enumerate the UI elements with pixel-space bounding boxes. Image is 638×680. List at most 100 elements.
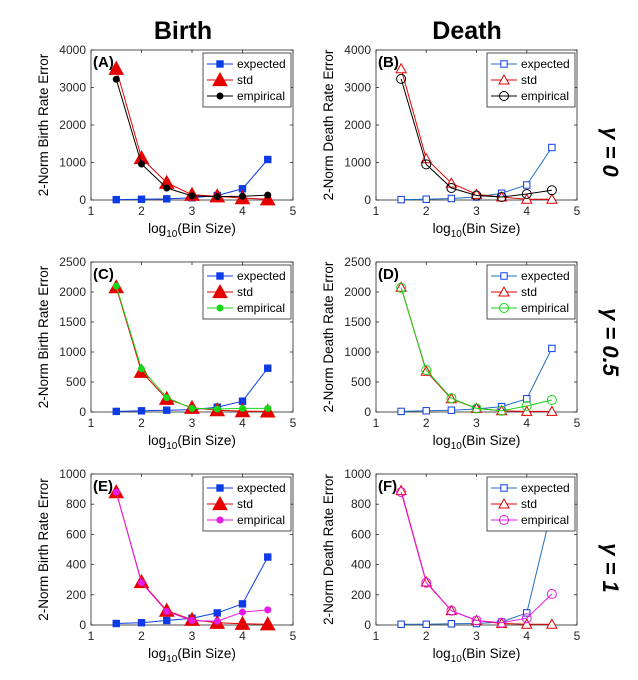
column-title-death: Death — [432, 17, 501, 45]
x-tick-label: 4 — [523, 416, 530, 430]
x-tick-label: 2 — [138, 629, 145, 643]
data-point-empirical — [521, 401, 532, 411]
data-point-empirical — [213, 193, 221, 201]
legend: expected std empirical — [202, 52, 292, 108]
data-point-empirical — [471, 190, 482, 201]
y-tick-label: 500 — [66, 375, 86, 389]
data-point-std — [546, 405, 558, 416]
y-tick-label: 200 — [351, 588, 371, 602]
legend-marker-std — [498, 285, 510, 297]
data-point-empirical — [112, 488, 120, 496]
y-tick-label: 0 — [79, 193, 86, 207]
y-tick-label: 3000 — [344, 81, 371, 95]
x-tick-label: 4 — [239, 629, 246, 643]
y-tick-label: 4000 — [59, 43, 86, 57]
data-point-expected — [447, 406, 456, 414]
legend-marker-std — [212, 283, 228, 299]
data-point-empirical — [496, 192, 507, 202]
y-tick-label: 1000 — [59, 156, 86, 170]
x-tick-label: 3 — [473, 416, 480, 430]
data-point-empirical — [112, 282, 120, 290]
row-title-gamma-0: γ = 0 — [598, 127, 623, 177]
row-title-gamma-0.5: γ = 0.5 — [598, 308, 623, 377]
x-tick-label: 4 — [239, 204, 246, 218]
data-point-expected — [137, 407, 146, 415]
y-axis-label: 2-Norm Birth Rate Error — [36, 53, 51, 196]
data-point-expected — [112, 619, 120, 628]
data-point-expected — [523, 609, 531, 617]
data-point-expected — [422, 407, 430, 415]
data-point-empirical — [213, 405, 221, 413]
x-axis-label: log10(Bin Size) — [433, 221, 521, 240]
data-point-std — [259, 616, 276, 631]
data-point-std — [234, 615, 251, 630]
data-point-empirical — [138, 579, 145, 587]
x-tick-label: 5 — [574, 629, 581, 643]
x-axis-label: log10(Bin Size) — [433, 433, 521, 452]
legend-label-expected: expected — [237, 269, 286, 283]
data-point-expected — [163, 406, 171, 414]
chart-panel-f: 1 2 3 4 5 0 200 400 600 800 1000 log10(Bin Size) 2-N… — [321, 467, 581, 665]
x-tick-label: 5 — [290, 416, 297, 430]
legend-label-expected: expected — [521, 269, 570, 283]
data-point-expected — [523, 181, 531, 189]
y-tick-label: 600 — [66, 527, 86, 541]
data-point-std — [395, 62, 407, 74]
legend-marker-empirical — [216, 304, 224, 312]
data-point-expected — [422, 195, 430, 203]
legend: expected std empirical — [486, 264, 576, 320]
data-point-empirical — [546, 185, 557, 196]
data-point-expected — [548, 143, 556, 152]
data-point-expected — [422, 620, 430, 628]
data-point-expected — [264, 364, 272, 372]
data-point-expected — [163, 195, 171, 203]
y-tick-label: 2000 — [59, 118, 86, 132]
legend-label-std: std — [521, 497, 537, 511]
legend-label-std: std — [237, 285, 253, 299]
data-point-empirical — [138, 365, 145, 373]
x-axis-label: log10(Bin Size) — [148, 433, 236, 452]
data-point-expected — [397, 195, 405, 204]
y-tick-label: 0 — [364, 618, 371, 632]
panel-label: (D) — [378, 266, 399, 283]
data-point-expected — [447, 620, 456, 628]
y-tick-label: 500 — [351, 375, 371, 389]
data-point-expected — [264, 155, 272, 164]
data-point-empirical — [264, 404, 272, 412]
data-point-expected — [163, 616, 171, 625]
y-tick-label: 2500 — [344, 255, 371, 269]
series-line-empirical — [400, 491, 553, 624]
data-point-empirical — [446, 393, 457, 404]
legend-label-empirical: empirical — [521, 89, 569, 103]
data-point-empirical — [163, 394, 171, 402]
y-tick-label: 0 — [364, 193, 371, 207]
legend-label-empirical: empirical — [521, 513, 569, 527]
data-point-std — [546, 193, 558, 204]
y-axis-label: 2-Norm Death Rate Error — [321, 474, 336, 625]
data-point-empirical — [138, 160, 145, 168]
legend-marker-std — [212, 495, 228, 511]
x-tick-label: 4 — [523, 204, 530, 218]
legend-marker-empirical — [499, 515, 509, 525]
data-point-std — [108, 60, 125, 75]
y-tick-label: 3000 — [59, 81, 86, 95]
x-tick-label: 5 — [574, 416, 581, 430]
legend: expected std empirical — [486, 476, 576, 532]
data-point-empirical — [396, 487, 407, 498]
legend-label-std: std — [521, 285, 537, 299]
legend: expected std empirical — [486, 52, 576, 108]
y-axis-label: 2-Norm Death Rate Error — [321, 261, 336, 412]
data-point-std — [395, 281, 407, 292]
x-tick-label: 2 — [423, 204, 430, 218]
chart-panel-a: 1 2 3 4 5 0 1000 2000 3000 4000 log10(Bin Size) 2-N… — [36, 43, 297, 240]
legend-label-empirical: empirical — [237, 513, 285, 527]
x-tick-label: 1 — [373, 416, 380, 430]
x-tick-label: 1 — [88, 629, 95, 643]
legend-marker-std — [212, 71, 228, 87]
data-point-expected — [238, 600, 247, 608]
x-tick-label: 2 — [423, 416, 430, 430]
legend-marker-std — [498, 73, 510, 85]
data-point-expected — [137, 619, 146, 627]
x-tick-label: 1 — [88, 416, 95, 430]
data-point-expected — [112, 407, 120, 416]
